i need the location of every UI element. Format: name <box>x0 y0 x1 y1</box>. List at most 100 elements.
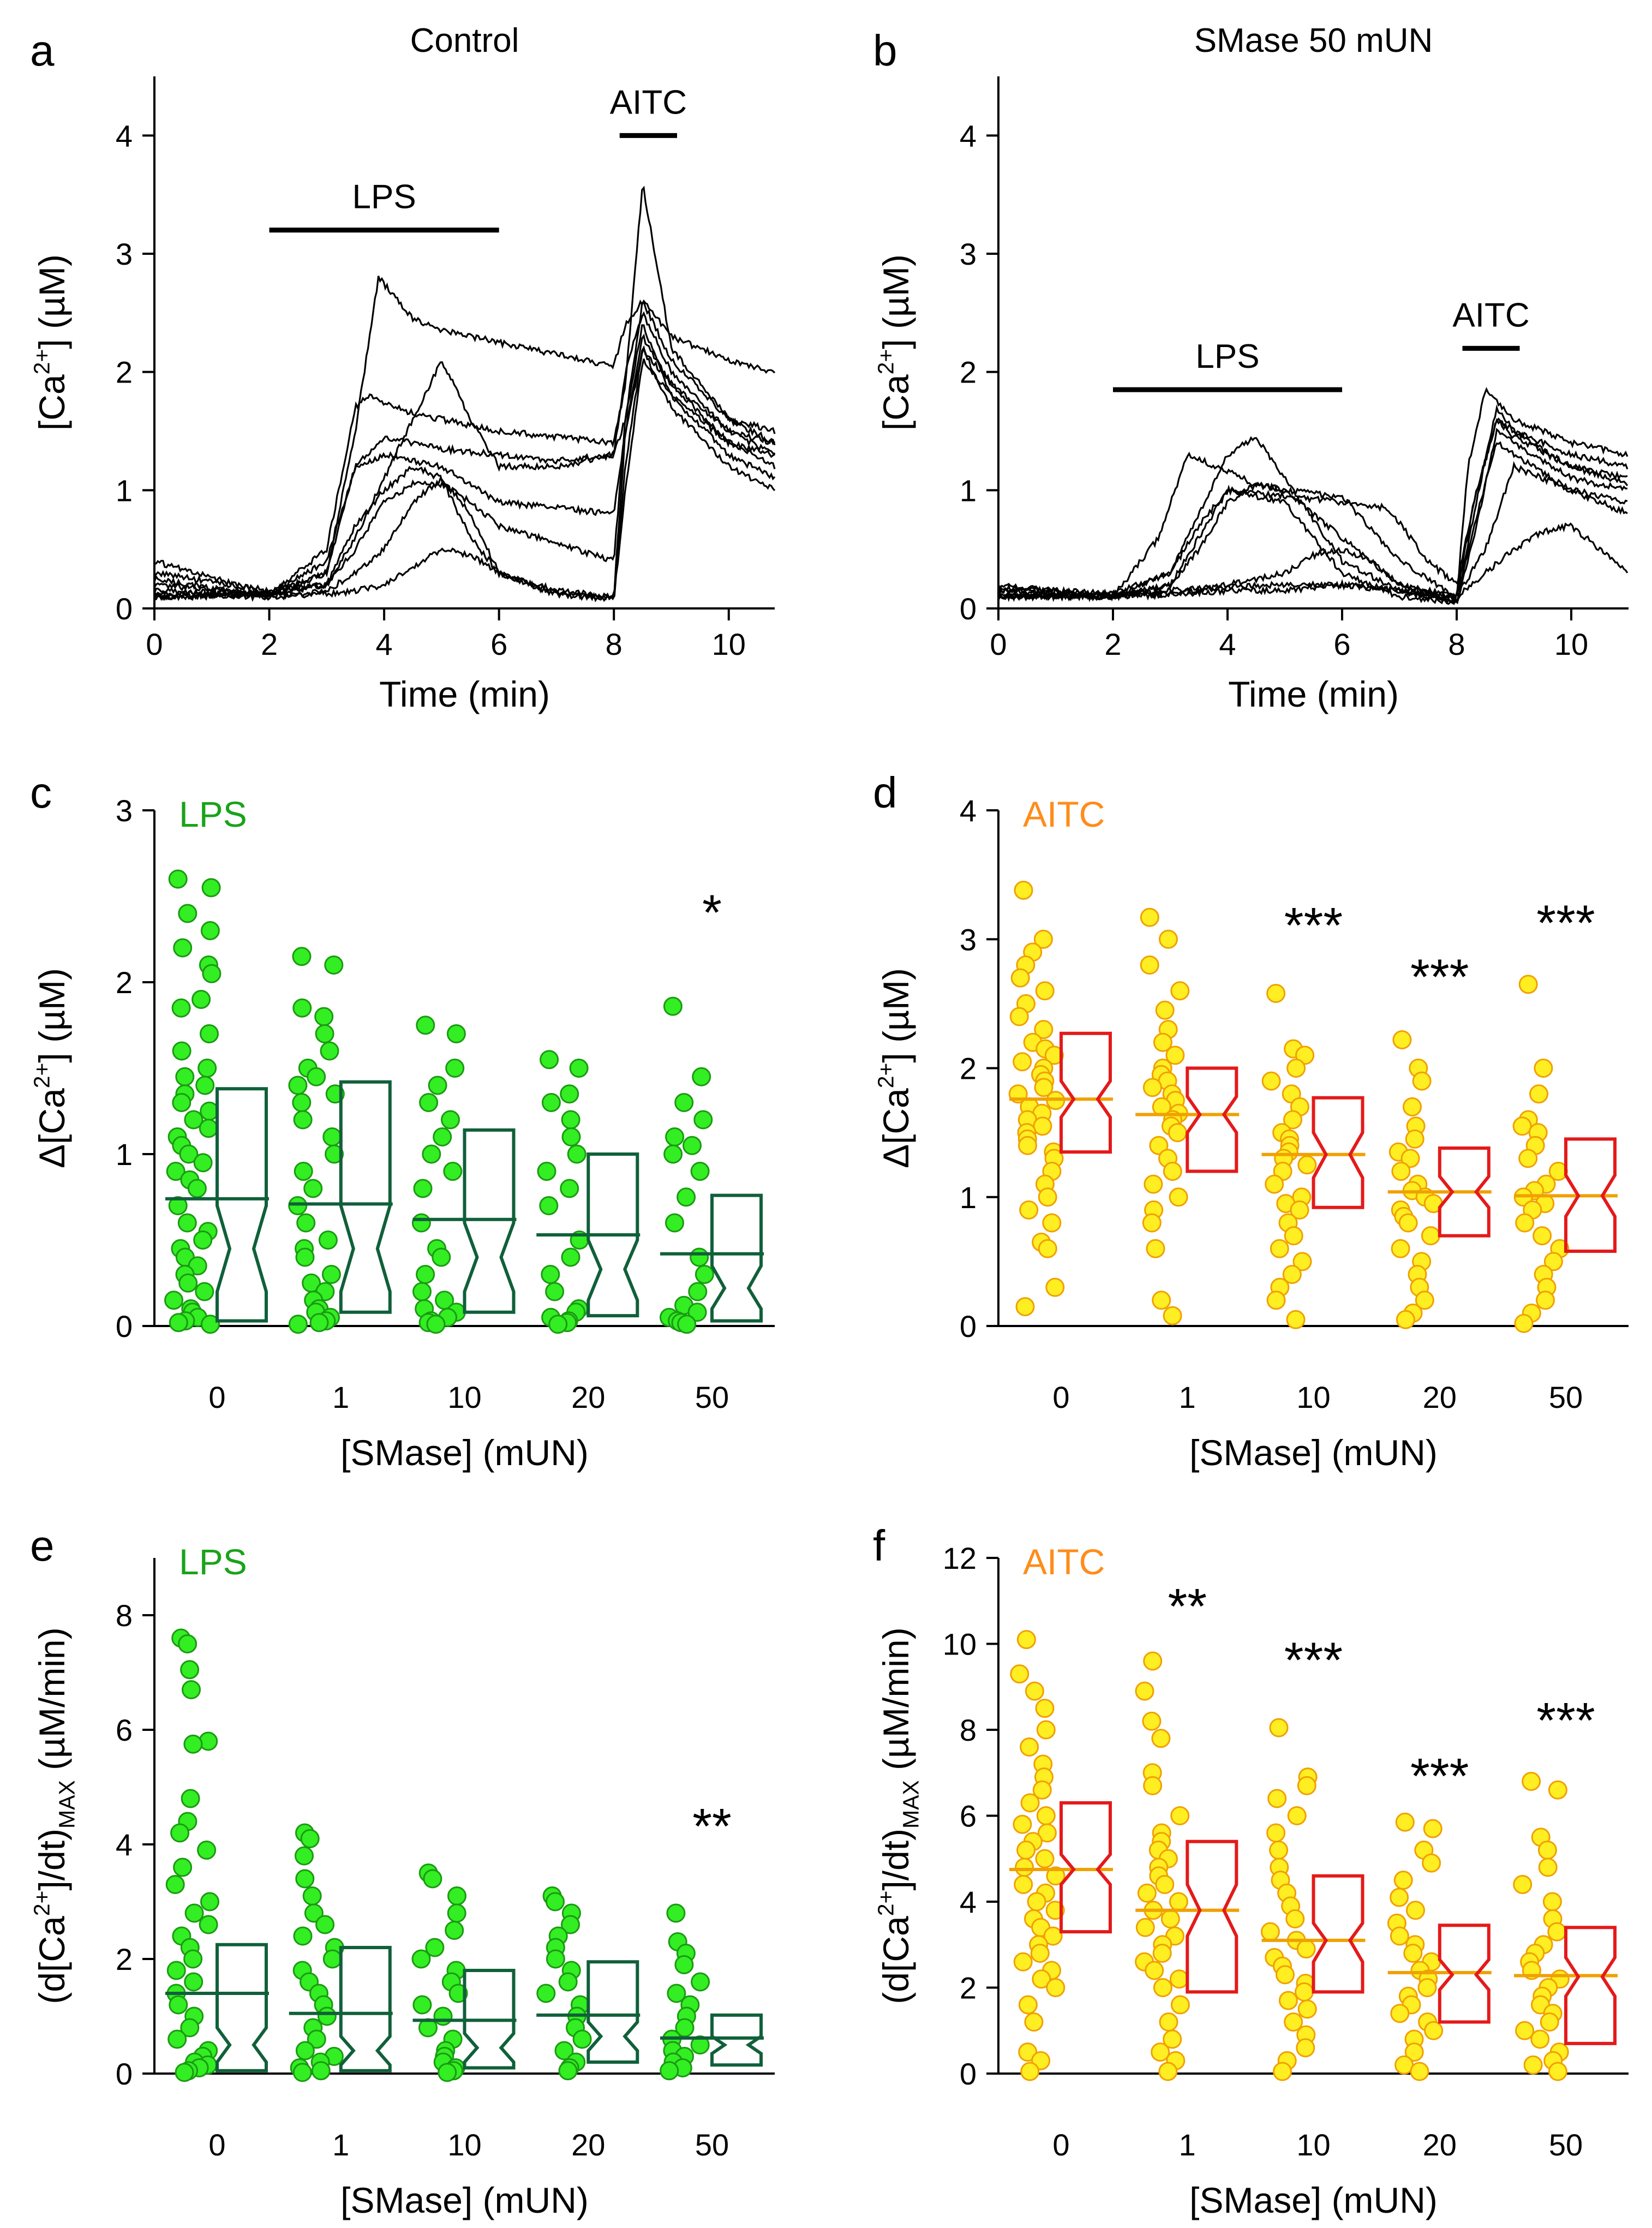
data-point <box>1170 981 1190 1001</box>
data-point <box>1543 1252 1563 1271</box>
data-point <box>193 1231 213 1250</box>
data-point <box>539 1196 559 1215</box>
data-point <box>1158 2062 1178 2081</box>
data-point <box>1297 1155 1317 1175</box>
notched-box <box>1186 1066 1238 1173</box>
data-point <box>1390 2004 1410 2023</box>
data-point <box>1267 1789 1287 1808</box>
data-point <box>1013 1814 1032 1834</box>
data-point <box>1163 2029 1182 2049</box>
data-point <box>1018 1136 1037 1155</box>
data-point <box>1403 1097 1422 1116</box>
y-tick-label: 2 <box>960 1052 977 1086</box>
data-point <box>191 990 211 1009</box>
data-point <box>1286 1310 1306 1329</box>
data-point <box>693 1110 713 1130</box>
data-point <box>292 947 312 966</box>
data-point <box>179 1144 199 1164</box>
data-point <box>1155 1875 1175 1894</box>
data-point <box>1393 1871 1413 1890</box>
label-part: 2+ <box>873 1891 898 1916</box>
label-part: ]/dt) <box>876 1829 916 1891</box>
data-point <box>445 1059 465 1078</box>
data-point <box>423 1869 442 1889</box>
data-point <box>1261 1071 1281 1091</box>
data-point <box>1165 1046 1185 1065</box>
notched-box <box>463 1128 516 1314</box>
data-point <box>195 1282 214 1301</box>
data-point <box>1265 1174 1284 1194</box>
notched-box <box>463 1969 516 2070</box>
data-point <box>1018 1995 1038 2015</box>
data-point <box>1143 1776 1163 1795</box>
x-axis-label: [SMase] (mUN) <box>340 1432 589 1473</box>
data-point <box>168 869 188 889</box>
data-point <box>687 1303 707 1322</box>
data-point <box>1276 1965 1295 1985</box>
y-tick-label: 8 <box>960 1713 977 1747</box>
data-point <box>1415 1291 1434 1310</box>
y-tick-label: 0 <box>960 592 977 626</box>
data-point <box>1016 1841 1036 1860</box>
data-point <box>683 1136 702 1155</box>
data-point <box>1529 1084 1548 1104</box>
data-point <box>1266 1823 1286 1843</box>
data-point <box>1548 2062 1567 2081</box>
trace-line <box>998 427 1627 605</box>
data-point <box>1295 1982 1314 2002</box>
data-point <box>1390 1926 1409 1946</box>
x-tick-label: 10 <box>447 1380 481 1414</box>
x-tick-label: 8 <box>1448 627 1465 661</box>
data-point <box>314 1007 334 1026</box>
data-point <box>561 1110 580 1130</box>
panel-title: LPS <box>179 1542 247 1582</box>
x-tick-label: 20 <box>1423 2128 1457 2162</box>
data-point <box>1260 1922 1280 1942</box>
y-tick-label: 3 <box>960 237 977 271</box>
data-point <box>202 964 222 983</box>
data-point <box>1290 1200 1309 1220</box>
data-point <box>412 1282 432 1301</box>
data-point <box>1542 1892 1562 1912</box>
data-point <box>438 2063 457 2082</box>
data-point <box>1045 1277 1065 1297</box>
x-tick-label: 1 <box>332 2128 349 2162</box>
y-tick-label: 4 <box>960 793 977 828</box>
data-point <box>1140 907 1159 927</box>
data-point <box>411 1949 431 1969</box>
data-point <box>295 2041 315 2060</box>
data-point <box>1038 1239 1057 1258</box>
data-point <box>545 1282 565 1301</box>
data-point <box>296 1213 316 1233</box>
data-point <box>1547 1922 1567 1942</box>
data-point <box>561 1915 580 1934</box>
label-part: MAX <box>55 1780 80 1829</box>
data-point <box>677 1315 697 1334</box>
data-point <box>199 1915 218 1934</box>
data-point <box>1287 1806 1307 1825</box>
data-point <box>554 2041 574 2060</box>
x-tick-label: 0 <box>208 1380 225 1414</box>
y-tick-label: 1 <box>116 1137 133 1172</box>
data-point <box>199 1119 218 1138</box>
y-tick-label: 6 <box>960 1799 977 1833</box>
data-point <box>1169 1892 1188 1912</box>
data-point <box>1024 2012 1044 2032</box>
panel-title: AITC <box>1023 794 1105 834</box>
x-tick-label: 1 <box>332 1380 349 1414</box>
x-tick-label: 2 <box>1104 627 1121 661</box>
data-point <box>315 1024 334 1043</box>
data-point <box>1159 2012 1178 2032</box>
data-point <box>167 2029 187 2049</box>
data-point <box>1020 2062 1040 2081</box>
data-point <box>180 2018 200 2038</box>
y-tick-label: 2 <box>116 965 133 1000</box>
data-point <box>422 1144 441 1164</box>
label-part: MAX <box>899 1780 924 1829</box>
data-point <box>1032 1780 1052 1800</box>
data-point <box>1168 1123 1187 1143</box>
data-point <box>1032 1969 1051 1989</box>
data-point <box>321 1265 341 1284</box>
label-part: Δ[Ca <box>32 1088 72 1168</box>
data-point <box>292 2063 312 2082</box>
